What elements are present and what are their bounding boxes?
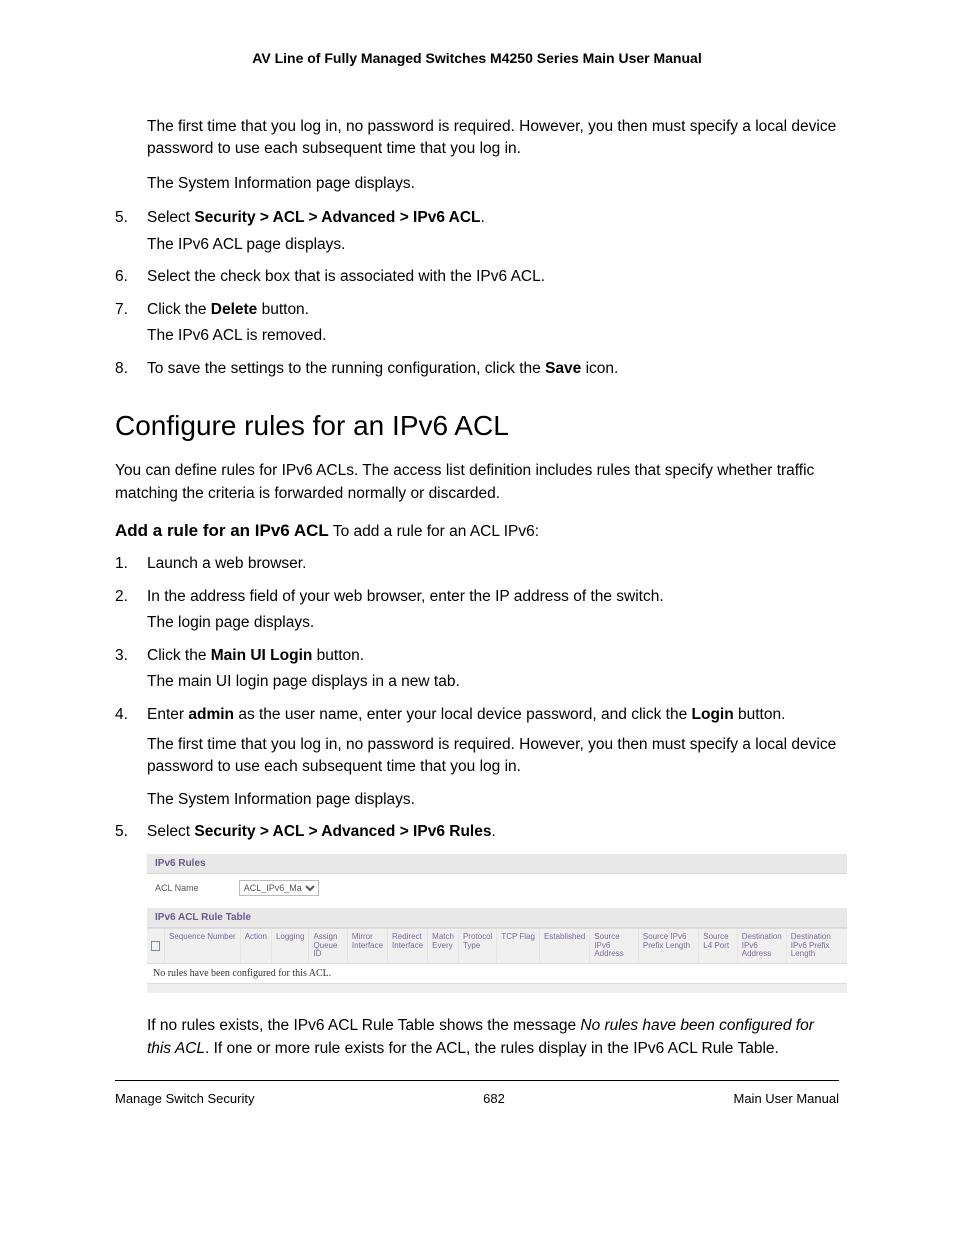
steps-list-b: 1. Launch a web browser. 2. In the addre… (115, 553, 839, 844)
col-dst-ipv6-prefix: Destination IPv6 Prefix Length (787, 929, 847, 963)
step-5: 5. Select Security > ACL > Advanced > IP… (115, 207, 839, 256)
step-text: Select the check box that is associated … (147, 268, 545, 285)
step-b1: 1. Launch a web browser. (115, 553, 839, 575)
section-intro: You can define rules for IPv6 ACLs. The … (115, 460, 839, 505)
rule-table: Sequence Number Action Logging Assign Qu… (147, 928, 847, 993)
step-text: Enter admin as the user name, enter your… (147, 706, 785, 723)
footer-left: Manage Switch Security (115, 1091, 254, 1106)
intro-p2: The System Information page displays. (147, 173, 839, 195)
step-text: In the address field of your web browser… (147, 588, 664, 605)
acl-name-row: ACL Name ACL_IPv6_Main (147, 874, 847, 902)
step-6: 6. Select the check box that is associat… (115, 266, 839, 288)
step-number: 5. (115, 821, 128, 843)
step-b3: 3. Click the Main UI Login button. The m… (115, 645, 839, 694)
step-b4: 4. Enter admin as the user name, enter y… (115, 704, 839, 812)
step-sub: The first time that you log in, no passw… (147, 734, 839, 779)
table-header-row: Sequence Number Action Logging Assign Qu… (147, 928, 847, 964)
col-dst-ipv6-address: Destination IPv6 Address (738, 929, 787, 963)
step-number: 4. (115, 704, 128, 726)
step-b2: 2. In the address field of your web brow… (115, 586, 839, 635)
col-tcp-flag: TCP Flag (497, 929, 540, 963)
step-text: Click the Delete button. (147, 301, 309, 318)
col-assign-queue-id: Assign Queue ID (309, 929, 347, 963)
col-redirect-interface: Redirect Interface (388, 929, 428, 963)
section-heading: Configure rules for an IPv6 ACL (115, 410, 839, 442)
step-number: 1. (115, 553, 128, 575)
panel-title-rule-table: IPv6 ACL Rule Table (147, 908, 847, 928)
doc-header: AV Line of Fully Managed Switches M4250 … (115, 50, 839, 66)
col-match-every: Match Every (428, 929, 459, 963)
footer-right: Main User Manual (734, 1091, 840, 1106)
step-text: To save the settings to the running conf… (147, 360, 618, 377)
step-8: 8. To save the settings to the running c… (115, 358, 839, 380)
page-footer: Manage Switch Security 682 Main User Man… (115, 1081, 839, 1106)
after-screenshot-text: If no rules exists, the IPv6 ACL Rule Ta… (147, 1015, 839, 1060)
table-empty-message: No rules have been configured for this A… (147, 964, 847, 983)
col-protocol-type: Protocol Type (459, 929, 497, 963)
step-number: 6. (115, 266, 128, 288)
step-text: Select Security > ACL > Advanced > IPv6 … (147, 209, 485, 226)
step-sub: The main UI login page displays in a new… (147, 671, 839, 693)
step-sub: The login page displays. (147, 612, 839, 634)
ipv6-rules-screenshot: IPv6 Rules ACL Name ACL_IPv6_Main IPv6 A… (147, 854, 847, 993)
col-action: Action (241, 929, 272, 963)
subsection-heading: Add a rule for an IPv6 ACL To add a rule… (115, 521, 839, 541)
step-7: 7. Click the Delete button. The IPv6 ACL… (115, 299, 839, 348)
step-number: 2. (115, 586, 128, 608)
panel-title-ipv6-rules: IPv6 Rules (147, 854, 847, 874)
acl-name-select[interactable]: ACL_IPv6_Main (239, 880, 319, 896)
step-number: 3. (115, 645, 128, 667)
step-number: 7. (115, 299, 128, 321)
step-sub: The System Information page displays. (147, 789, 839, 811)
acl-name-label: ACL Name (155, 883, 199, 893)
horizontal-scrollbar[interactable] (147, 983, 847, 993)
select-all-checkbox[interactable] (147, 929, 165, 963)
col-src-ipv6-prefix: Source IPv6 Prefix Length (639, 929, 699, 963)
col-sequence-number: Sequence Number (165, 929, 241, 963)
step-b5: 5. Select Security > ACL > Advanced > IP… (115, 821, 839, 843)
intro-p1: The first time that you log in, no passw… (147, 116, 839, 161)
footer-page-number: 682 (483, 1091, 505, 1106)
step-sub: The IPv6 ACL page displays. (147, 234, 839, 256)
step-text: Select Security > ACL > Advanced > IPv6 … (147, 823, 496, 840)
col-src-l4-port: Source L4 Port (699, 929, 737, 963)
col-src-ipv6-address: Source IPv6 Address (590, 929, 639, 963)
step-number: 5. (115, 207, 128, 229)
step-number: 8. (115, 358, 128, 380)
col-mirror-interface: Mirror Interface (348, 929, 388, 963)
step-text: Launch a web browser. (147, 555, 306, 572)
step-text: Click the Main UI Login button. (147, 647, 364, 664)
col-established: Established (540, 929, 590, 963)
steps-list-a: 5. Select Security > ACL > Advanced > IP… (115, 207, 839, 380)
col-logging: Logging (272, 929, 309, 963)
step-sub: The IPv6 ACL is removed. (147, 325, 839, 347)
